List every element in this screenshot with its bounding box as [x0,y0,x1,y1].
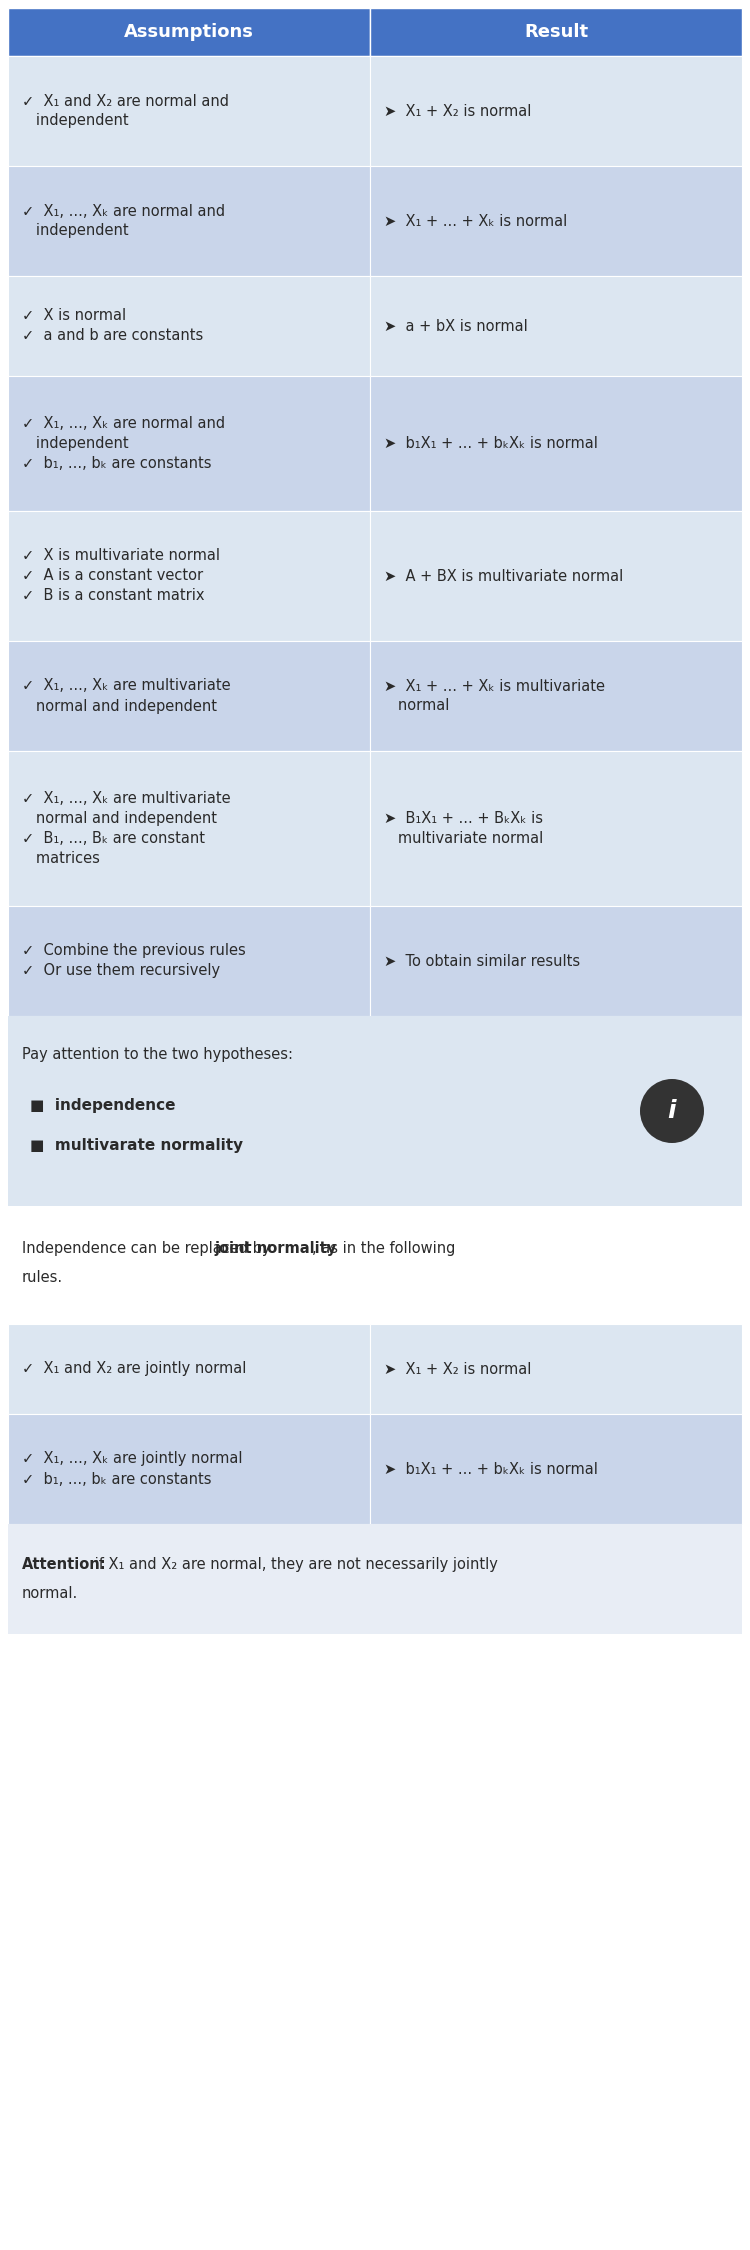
Text: ✓  A is a constant vector: ✓ A is a constant vector [22,569,203,583]
Text: Pay attention to the two hypotheses:: Pay attention to the two hypotheses: [22,1046,293,1062]
Bar [8,277,370,376]
Text: ➤  X₁ + X₂ is normal: ➤ X₁ + X₂ is normal [384,104,531,119]
Bar [8,1413,370,1523]
Bar [8,376,370,511]
Text: Assumptions: Assumptions [124,22,254,40]
Text: ■  independence: ■ independence [30,1098,176,1114]
Text: ➤  A + BX is multivariate normal: ➤ A + BX is multivariate normal [384,569,623,583]
Text: ✓  a and b are constants: ✓ a and b are constants [22,328,203,344]
Bar [8,1634,742,2250]
Bar [370,9,742,56]
Text: multivariate normal: multivariate normal [384,830,543,846]
Text: ➤  X₁ + ... + Xₖ is multivariate: ➤ X₁ + ... + Xₖ is multivariate [384,680,605,693]
Ellipse shape [640,1080,704,1143]
Text: ✓  X₁, ..., Xₖ are multivariate: ✓ X₁, ..., Xₖ are multivariate [22,792,231,806]
Text: ■  multivarate normality: ■ multivarate normality [30,1138,243,1152]
Text: ✓  X is multivariate normal: ✓ X is multivariate normal [22,549,220,562]
Text: ✓  b₁, ..., bₖ are constants: ✓ b₁, ..., bₖ are constants [22,457,211,470]
Text: ✓  X₁ and X₂ are normal and: ✓ X₁ and X₂ are normal and [22,94,229,108]
Text: ✓  X₁, ..., Xₖ are jointly normal: ✓ X₁, ..., Xₖ are jointly normal [22,1451,242,1467]
Text: ➤  To obtain similar results: ➤ To obtain similar results [384,954,580,968]
Text: Result: Result [524,22,588,40]
Text: ✓  X₁, ..., Xₖ are normal and: ✓ X₁, ..., Xₖ are normal and [22,202,225,218]
Text: ➤  b₁X₁ + ... + bₖXₖ is normal: ➤ b₁X₁ + ... + bₖXₖ is normal [384,1462,598,1476]
Text: ✓  X₁ and X₂ are jointly normal: ✓ X₁ and X₂ are jointly normal [22,1361,246,1377]
Bar [370,1413,742,1523]
Bar [370,907,742,1017]
Bar [370,166,742,277]
Text: independent: independent [22,223,129,238]
Text: , as in the following: , as in the following [311,1242,454,1256]
Text: ✓  X is normal: ✓ X is normal [22,308,126,324]
Bar [370,511,742,641]
Text: ✓  B₁, ..., Bₖ are constant: ✓ B₁, ..., Bₖ are constant [22,830,205,846]
Text: independent: independent [22,436,129,450]
Text: ➤  X₁ + X₂ is normal: ➤ X₁ + X₂ is normal [384,1361,531,1377]
Text: normal and independent: normal and independent [22,810,217,826]
Text: ✓  b₁, ..., bₖ are constants: ✓ b₁, ..., bₖ are constants [22,1472,211,1487]
Bar [8,1017,742,1206]
Text: ➤  a + bX is normal: ➤ a + bX is normal [384,319,528,333]
Text: joint normality: joint normality [214,1242,336,1256]
Bar [370,1323,742,1413]
Text: ➤  X₁ + ... + Xₖ is normal: ➤ X₁ + ... + Xₖ is normal [384,214,567,229]
Bar [8,907,370,1017]
Bar [370,56,742,166]
Bar [370,641,742,752]
Text: normal and independent: normal and independent [22,698,217,713]
Text: Independence can be replaced by: Independence can be replaced by [22,1242,275,1256]
Bar [370,376,742,511]
Text: normal.: normal. [22,1586,78,1600]
Text: rules.: rules. [22,1271,63,1285]
Text: ➤  B₁X₁ + ... + BₖXₖ is: ➤ B₁X₁ + ... + BₖXₖ is [384,810,543,826]
Bar [370,752,742,907]
Text: matrices: matrices [22,850,100,866]
Text: if X₁ and X₂ are normal, they are not necessarily jointly: if X₁ and X₂ are normal, they are not ne… [90,1557,498,1573]
Text: ✓  B is a constant matrix: ✓ B is a constant matrix [22,590,205,603]
Text: normal: normal [384,698,449,713]
Bar [8,166,370,277]
Text: independent: independent [22,112,129,128]
Text: i: i [668,1098,676,1123]
Bar [8,56,370,166]
Bar [8,1323,370,1413]
Text: ✓  X₁, ..., Xₖ are multivariate: ✓ X₁, ..., Xₖ are multivariate [22,680,231,693]
Bar [8,1215,742,1316]
Text: Attention:: Attention: [22,1557,106,1573]
Bar [8,752,370,907]
Bar [8,511,370,641]
Bar [370,277,742,376]
Bar [8,9,370,56]
Text: ➤  b₁X₁ + ... + bₖXₖ is normal: ➤ b₁X₁ + ... + bₖXₖ is normal [384,436,598,450]
Text: ✓  Combine the previous rules: ✓ Combine the previous rules [22,943,246,958]
Text: ✓  X₁, ..., Xₖ are normal and: ✓ X₁, ..., Xₖ are normal and [22,416,225,432]
Bar [8,1523,742,1633]
Text: ✓  Or use them recursively: ✓ Or use them recursively [22,963,220,979]
Bar [8,641,370,752]
